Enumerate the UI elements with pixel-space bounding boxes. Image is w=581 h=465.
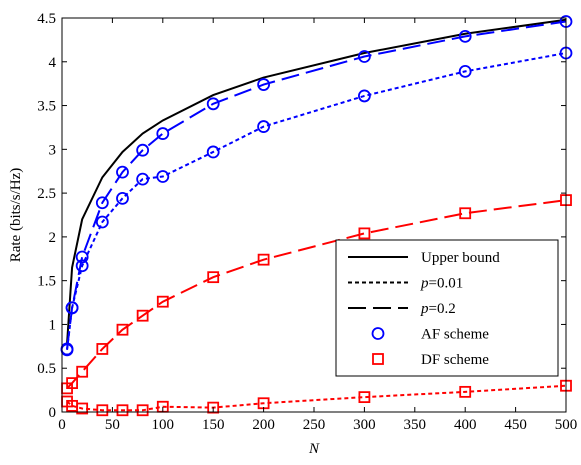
x-tick-label: 250 — [303, 417, 326, 433]
x-tick-label: 50 — [105, 417, 120, 433]
df-marker — [358, 391, 371, 404]
y-tick-label: 1 — [49, 317, 57, 333]
af-marker — [65, 301, 79, 315]
df-marker — [207, 401, 220, 414]
y-tick-label: 0 — [49, 405, 57, 421]
x-axis-label: N — [308, 441, 320, 457]
series-line-3 — [66, 199, 567, 390]
df-marker — [358, 227, 371, 240]
x-tick-label: 400 — [454, 417, 477, 433]
af-marker — [156, 170, 170, 183]
legend-label-3: AF scheme — [421, 327, 489, 343]
x-tick-label: 200 — [252, 417, 275, 433]
series-line-0 — [66, 18, 567, 344]
af-marker — [75, 250, 89, 264]
df-marker — [96, 404, 109, 417]
df-marker — [66, 377, 78, 390]
y-tick-label: 1.5 — [37, 274, 56, 290]
af-marker — [136, 172, 150, 186]
series-line-4 — [66, 384, 567, 412]
df-marker — [156, 295, 169, 308]
x-tick-label: 100 — [152, 417, 175, 433]
legend-label-2: p=0.2 — [420, 301, 456, 317]
df-marker — [76, 365, 89, 378]
af-marker — [257, 120, 271, 133]
af-marker — [116, 191, 129, 205]
x-tick-label: 500 — [555, 417, 578, 433]
af-marker — [458, 65, 472, 78]
af-marker — [357, 89, 371, 103]
series-line-1 — [66, 20, 567, 350]
x-tick-label: 300 — [353, 417, 376, 433]
df-marker — [116, 404, 129, 417]
af-marker — [116, 165, 129, 179]
x-tick-label: 450 — [504, 417, 527, 433]
df-marker — [116, 323, 129, 336]
y-tick-label: 3 — [49, 142, 57, 158]
af-marker — [136, 143, 150, 157]
df-marker — [207, 271, 220, 284]
y-tick-label: 4.5 — [37, 11, 56, 27]
y-tick-label: 4 — [49, 55, 57, 71]
df-marker — [136, 309, 149, 322]
df-marker — [136, 404, 149, 417]
x-tick-label: 0 — [58, 417, 66, 433]
legend-label-1: p=0.01 — [420, 276, 463, 292]
df-marker — [257, 253, 270, 266]
y-tick-label: 0.5 — [37, 361, 56, 377]
y-tick-label: 2 — [49, 230, 57, 246]
af-marker — [75, 259, 89, 273]
legend-marker-3 — [371, 327, 385, 340]
y-axis-label: Rate (bits/s/Hz) — [8, 168, 24, 263]
x-tick-label: 150 — [202, 417, 225, 433]
af-marker — [95, 215, 109, 229]
af-marker — [206, 97, 220, 111]
af-marker — [458, 29, 472, 43]
af-marker — [156, 127, 170, 140]
legend-marker-4 — [372, 353, 384, 365]
af-marker — [257, 78, 271, 91]
df-marker — [459, 207, 472, 220]
af-marker — [206, 145, 220, 159]
series-line-2 — [66, 52, 567, 350]
df-marker — [96, 343, 109, 355]
df-marker — [76, 402, 89, 415]
af-marker — [95, 196, 109, 210]
af-marker — [357, 50, 371, 63]
y-tick-label: 2.5 — [37, 186, 56, 202]
legend-label-4: DF scheme — [421, 352, 489, 368]
x-tick-label: 350 — [404, 417, 427, 433]
y-tick-label: 3.5 — [37, 99, 56, 115]
legend-label-0: Upper bound — [421, 250, 500, 266]
df-marker — [459, 385, 472, 398]
